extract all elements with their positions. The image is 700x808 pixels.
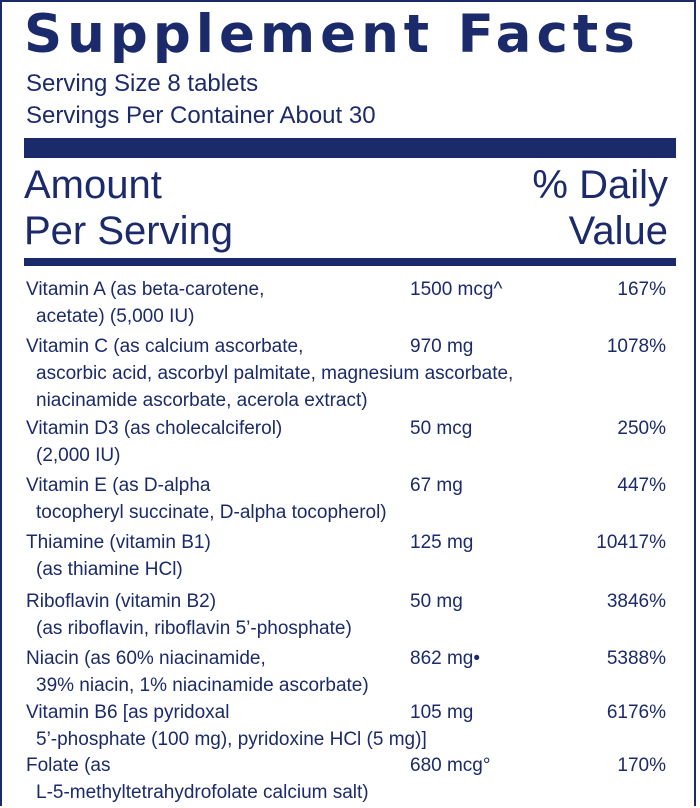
nutrient-daily-value: 3846% — [606, 591, 666, 612]
nutrient-daily-value: 1078% — [606, 336, 666, 357]
thick-divider — [24, 138, 676, 158]
nutrient-name: Thiamine (vitamin B1) — [26, 532, 211, 553]
nutrient-detail: acetate) (5,000 IU) — [36, 306, 195, 327]
amount-header-line1: Amount — [24, 163, 162, 207]
nutrient-amount: 50 mcg — [410, 418, 473, 439]
nutrient-name: Vitamin A (as beta-carotene, — [26, 279, 265, 300]
nutrient-detail: 5’-phosphate (100 mg), pyridoxine HCl (5… — [36, 729, 427, 750]
nutrient-daily-value: 5388% — [606, 648, 666, 669]
nutrient-amount: 105 mg — [410, 702, 474, 723]
panel-title: Supplement Facts — [24, 4, 640, 65]
nutrient-name: Folate (as — [26, 755, 111, 776]
nutrient-detail: tocopheryl succinate, D-alpha tocopherol… — [36, 502, 387, 523]
nutrient-detail: (as thiamine HCl) — [36, 559, 183, 580]
nutrient-detail: ascorbic acid, ascorbyl palmitate, magne… — [36, 363, 514, 384]
nutrient-detail: 39% niacin, 1% niacinamide ascorbate) — [36, 675, 369, 696]
nutrient-daily-value: 250% — [617, 418, 666, 439]
nutrient-daily-value: 170% — [617, 755, 666, 776]
nutrient-detail: niacinamide ascorbate, acerola extract) — [36, 390, 368, 411]
nutrient-amount: 862 mg• — [410, 648, 481, 669]
nutrient-daily-value: 6176% — [606, 702, 666, 723]
nutrient-amount: 970 mg — [410, 336, 474, 357]
nutrient-amount: 680 mcg° — [410, 755, 491, 776]
nutrient-name: Vitamin D3 (as cholecalciferol) — [26, 418, 283, 439]
amount-header-line2: Per Serving — [24, 209, 233, 253]
nutrient-name: Niacin (as 60% niacinamide, — [26, 648, 266, 669]
nutrient-detail: (2,000 IU) — [36, 445, 121, 466]
servings-per-container: Servings Per Container About 30 — [26, 102, 376, 129]
nutrient-amount: 67 mg — [410, 475, 463, 496]
nutrient-name: Vitamin B6 [as pyridoxal — [26, 702, 230, 723]
nutrient-detail: (as riboflavin, riboflavin 5’-phosphate) — [36, 618, 352, 639]
nutrient-detail: L-5-methyltetrahydrofolate calcium salt) — [36, 782, 369, 803]
nutrient-amount: 1500 mcg^ — [410, 279, 503, 300]
nutrient-name: Riboflavin (vitamin B2) — [26, 591, 217, 612]
dv-header-line1: % Daily — [532, 163, 668, 207]
nutrient-daily-value: 167% — [617, 279, 666, 300]
nutrient-amount: 125 mg — [410, 532, 474, 553]
nutrient-amount: 50 mg — [410, 591, 463, 612]
nutrient-name: Vitamin C (as calcium ascorbate, — [26, 336, 304, 357]
nutrient-name: Vitamin E (as D-alpha — [26, 475, 211, 496]
nutrient-daily-value: 10417% — [596, 532, 666, 553]
nutrient-daily-value: 447% — [617, 475, 666, 496]
dv-header-line2: Value — [568, 209, 668, 253]
thin-divider — [24, 258, 676, 266]
serving-size: Serving Size 8 tablets — [26, 70, 259, 97]
